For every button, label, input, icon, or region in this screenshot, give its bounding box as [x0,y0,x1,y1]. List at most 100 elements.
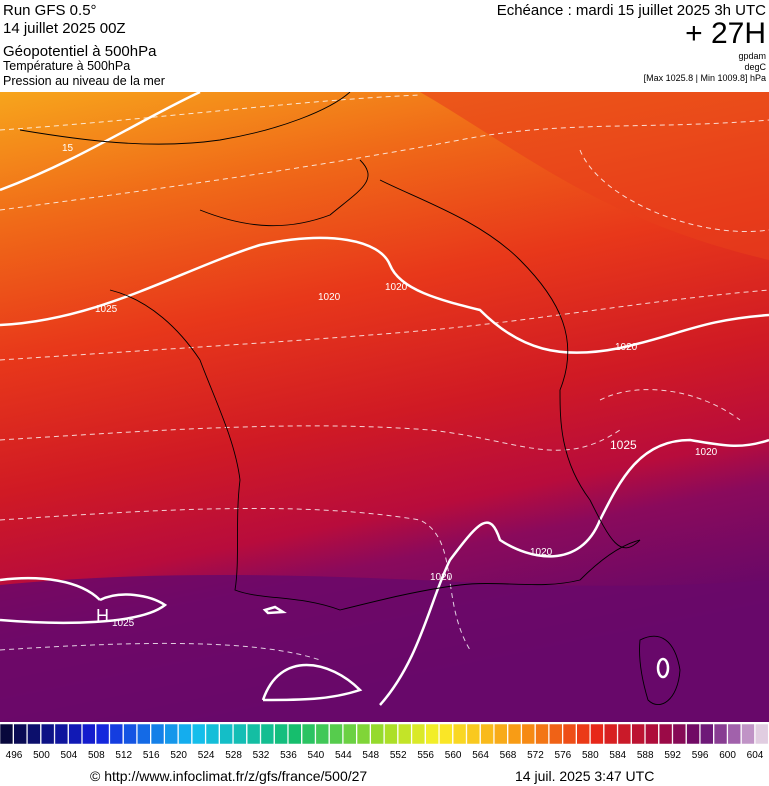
color-swatch [507,723,522,745]
colorbar-label: 592 [664,750,681,761]
lead-time: + 27H [685,17,766,50]
colorbar-label: 596 [692,750,709,761]
color-swatch [95,723,110,745]
color-swatch [452,723,467,745]
color-swatch [384,723,398,745]
colorbar-label: 500 [33,750,50,761]
color-swatch [109,723,124,745]
colorbar-label: 552 [390,750,407,761]
color-swatch [370,723,384,745]
color-swatch [672,723,687,745]
color-swatch [315,723,330,745]
color-swatch [192,723,206,745]
color-swatch [741,723,755,745]
warm-area [420,92,769,260]
color-swatch [576,723,590,745]
colorbar-label: 568 [500,750,517,761]
color-swatch [137,723,151,745]
color-swatch [535,723,549,745]
color-swatch [439,723,453,745]
color-swatch [603,723,618,745]
coastlines [19,92,681,705]
color-swatch [521,723,536,745]
color-swatch [13,723,27,745]
colorbar-label: 540 [308,750,325,761]
colorbar-label: 544 [335,750,352,761]
color-swatch [411,723,426,745]
high-label: 1025 [610,438,637,452]
isotherms [0,94,769,661]
colorbar-label: 516 [143,750,160,761]
run: Run GFS 0.5° [3,2,97,19]
isobar-label: 1020 [615,342,638,353]
map: 15 1020 1025 1020 1025 1020 1020 1020 10… [0,92,769,722]
colorbar-label: 564 [472,750,489,761]
color-swatch [494,723,508,745]
color-swatch [686,723,700,745]
colorbar-label: 576 [555,750,572,761]
isotherm-label: 15 [62,143,74,154]
color-swatch [219,723,233,745]
colorbar-label: 572 [527,750,544,761]
colorbar-label: 532 [253,750,270,761]
color-swatch [562,723,577,745]
color-swatch [480,723,494,745]
cold-area [0,575,769,722]
field-1: Géopotentiel à 500hPa [3,43,157,60]
colorbar-label: 528 [225,750,242,761]
color-swatch [658,723,673,745]
colorbar-label: 584 [609,750,626,761]
colorbar-label: 580 [582,750,599,761]
color-swatch [755,723,769,745]
color-swatch [590,723,604,745]
color-swatch [288,723,302,745]
color-swatch [205,723,220,745]
color-swatch [178,723,192,745]
color-swatch [150,723,165,745]
color-swatch [246,723,261,745]
colorbar-label: 600 [719,750,736,761]
isobar-label: 1020 [318,292,341,303]
color-swatch [700,723,714,745]
isobars [0,92,769,706]
color-swatch [301,723,316,745]
color-swatch [54,723,69,745]
color-swatch [260,723,275,745]
color-swatch [713,723,728,745]
min-max: [Max 1025.8 | Min 1009.8] hPa [644,73,766,83]
isobar-label: 1020 [695,447,718,458]
colorbar-label: 548 [362,750,379,761]
color-swatch [617,723,632,745]
isobar-label: 1025 [95,304,118,315]
color-swatch [466,723,481,745]
colorbar-label: 508 [88,750,105,761]
colorbar-label: 560 [445,750,462,761]
color-swatch [123,723,137,745]
high-label: 1025 [112,618,135,629]
timestamp: 14 juil. 2025 3:47 UTC [515,768,654,784]
colorbar-label: 588 [637,750,654,761]
color-swatch [233,723,247,745]
valid-time: Echéance : mardi 15 juillet 2025 3h UTC [497,2,766,19]
isobar-label: 1020 [430,572,453,583]
colorbar-label: 512 [115,750,132,761]
unit: degC [744,62,766,72]
high-marker: H [96,606,109,626]
color-swatch [645,723,659,745]
isobar-label: 1020 [530,547,553,558]
run-date: 14 juillet 2025 00Z [3,20,126,37]
colorbar-label: 536 [280,750,297,761]
color-swatch [68,723,82,745]
color-swatch [631,723,645,745]
color-swatch [425,723,439,745]
colorbar-label: 524 [198,750,215,761]
colorbar-label: 504 [61,750,78,761]
colorbar-label: 604 [747,750,764,761]
color-swatch [82,723,96,745]
colorbar-label: 520 [170,750,187,761]
field-3: Pression au niveau de la mer [3,74,165,88]
unit: gpdam [738,51,766,61]
color-swatch [27,723,41,745]
